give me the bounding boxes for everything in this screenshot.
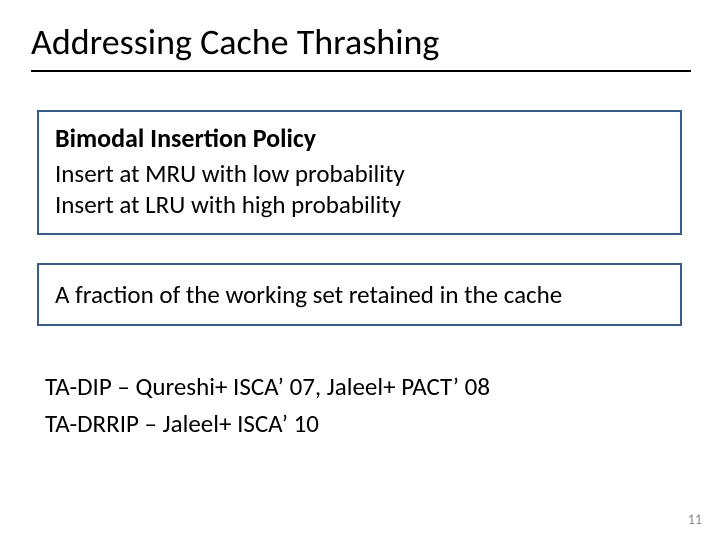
box1-line1: Insert at MRU with low probability [55, 158, 664, 189]
box-bimodal-policy: Bimodal Insertion Policy Insert at MRU w… [37, 110, 682, 235]
reference-1: TA-DIP – Qureshi+ ISCA’ 07, Jaleel+ PACT… [45, 368, 690, 406]
title-underline [31, 70, 691, 72]
reference-2: TA-DRRIP – Jaleel+ ISCA’ 10 [45, 405, 690, 443]
page-number: 11 [688, 511, 702, 528]
box2-text: A fraction of the working set retained i… [55, 279, 664, 310]
box-working-set: A fraction of the working set retained i… [37, 263, 682, 326]
box1-heading: Bimodal Insertion Policy [55, 122, 664, 154]
slide-title: Addressing Cache Thrashing [25, 20, 690, 64]
slide: Addressing Cache Thrashing Bimodal Inser… [0, 0, 720, 540]
box1-line2: Insert at LRU with high probability [55, 189, 664, 220]
